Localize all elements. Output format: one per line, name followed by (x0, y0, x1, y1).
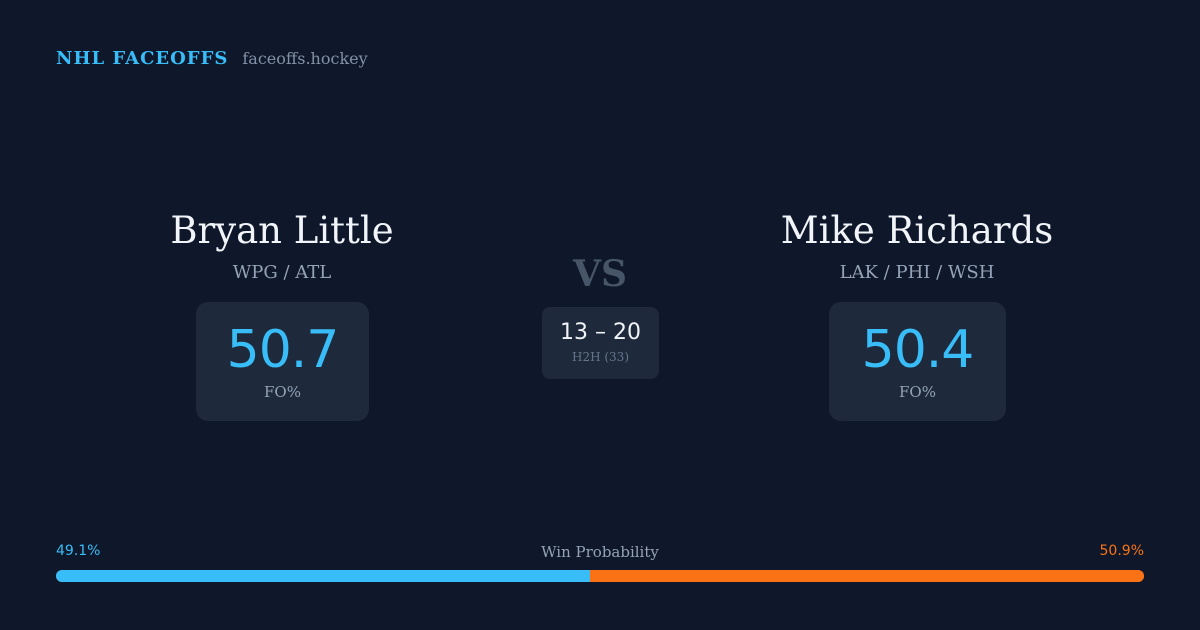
player-right-name: Mike Richards (780, 209, 1054, 252)
win-probability-left-value: 49.1% (56, 543, 101, 559)
h2h-label: H2H (33) (571, 350, 629, 364)
player-left-name: Bryan Little (170, 209, 394, 252)
h2h-card: 13 – 20 H2H (33) (542, 307, 659, 379)
player-left-fo-label: FO% (264, 383, 301, 401)
player-right-fo-pct: 50.4 (861, 320, 975, 380)
win-probability-labels: 49.1% Win Probability 50.9% (56, 543, 1144, 563)
win-probability-right-value: 50.9% (1099, 543, 1144, 559)
vs-label: VS (573, 253, 627, 295)
player-left: Bryan Little WPG / ATL (32, 206, 532, 285)
brand-header: NHL FACEOFFS faceoffs.hockey (56, 48, 368, 69)
player-left-teams: WPG / ATL (232, 262, 332, 283)
player-right: Mike Richards LAK / PHI / WSH (667, 206, 1167, 285)
win-probability-title: Win Probability (541, 543, 659, 561)
player-left-stat-card: 50.7 FO% (196, 302, 369, 421)
player-right-stat-card: 50.4 FO% (829, 302, 1006, 421)
player-right-teams: LAK / PHI / WSH (839, 262, 995, 283)
player-right-fo-label: FO% (899, 383, 936, 401)
win-probability-bar (56, 570, 1144, 582)
brand-name: NHL FACEOFFS (56, 48, 229, 69)
h2h-score: 13 – 20 (560, 320, 641, 345)
brand-domain: faceoffs.hockey (242, 49, 368, 68)
player-left-fo-pct: 50.7 (226, 320, 340, 380)
win-probability-bar-right (590, 570, 1144, 582)
win-probability-bar-left (56, 570, 591, 582)
